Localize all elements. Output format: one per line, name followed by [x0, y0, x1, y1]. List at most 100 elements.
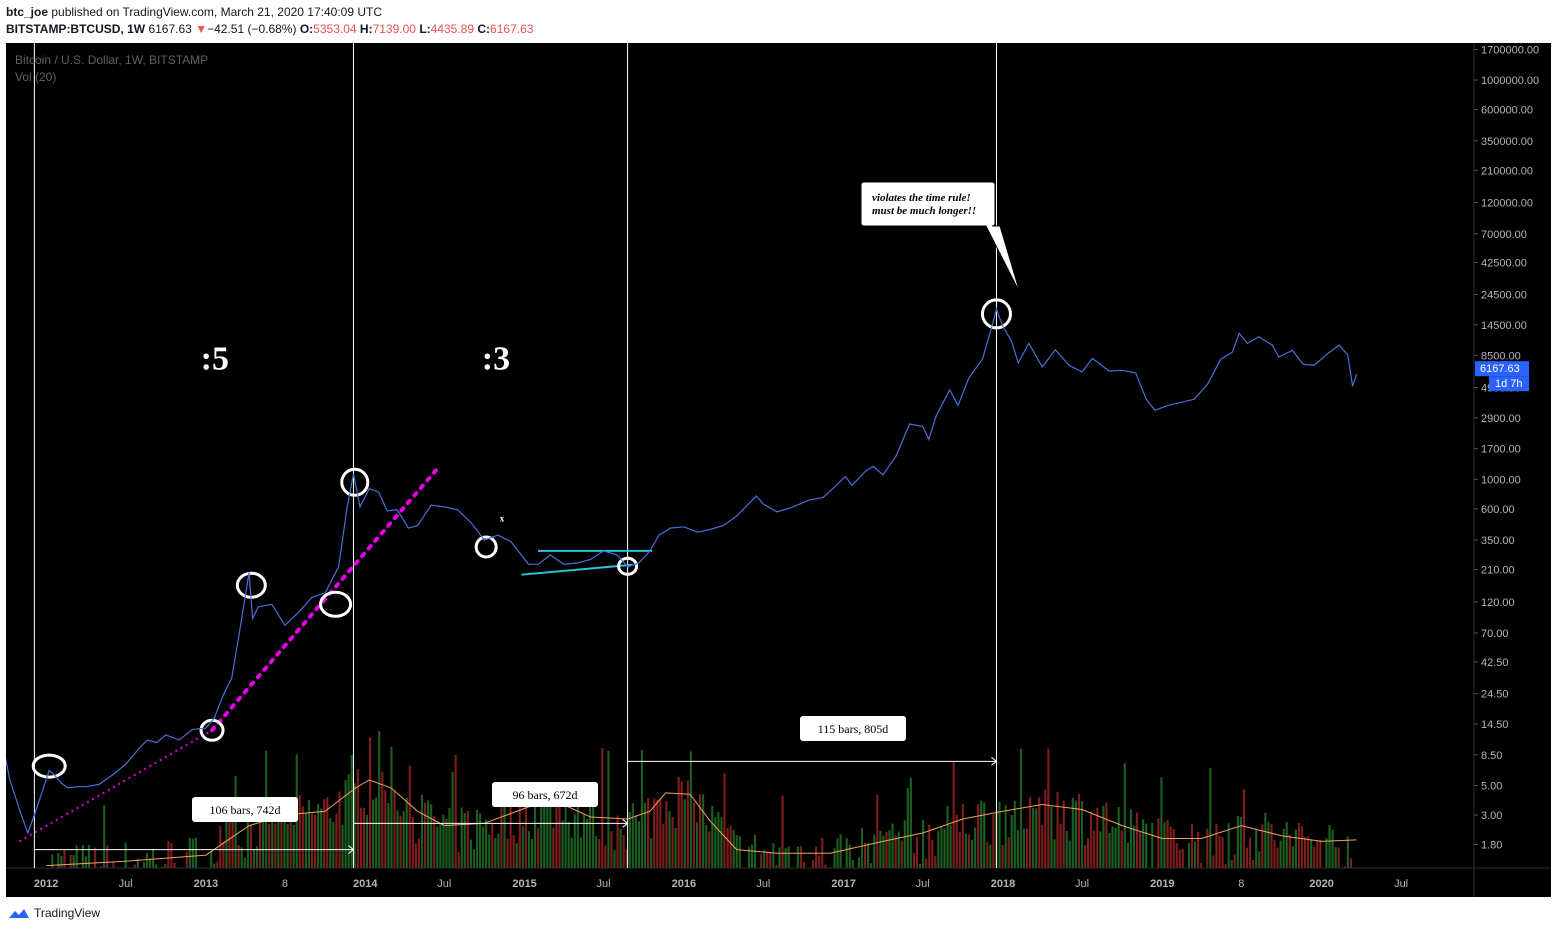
volume-bar [1083, 845, 1087, 868]
volume-bar [610, 831, 613, 868]
drawings-group: x [19, 43, 1012, 868]
volume-bar [1267, 821, 1270, 868]
volume-bar [503, 806, 506, 868]
volume-bar [167, 840, 170, 868]
volume-bar [1212, 855, 1215, 868]
volume-bar [1053, 839, 1056, 868]
volume-bar [1090, 812, 1093, 868]
measure-range-1-box [192, 797, 298, 822]
volume-bar [970, 839, 974, 868]
volume-bar [1120, 830, 1123, 868]
volume-bar [436, 826, 439, 868]
author-name[interactable]: btc_joe [6, 5, 49, 19]
volume-bar [1215, 823, 1218, 868]
volume-bar [417, 838, 421, 868]
y-tick-label: 120.00 [1481, 597, 1515, 609]
volume-bar [1071, 797, 1074, 868]
volume-bar [344, 779, 347, 868]
volume-bar [1163, 822, 1166, 868]
volume-bar [1142, 819, 1145, 868]
volume-bar [888, 830, 891, 868]
volume-bar [576, 802, 579, 868]
volume-bar [72, 855, 75, 868]
volume-bar [1022, 828, 1026, 868]
volume-bar [1151, 822, 1154, 868]
volume-bar [442, 814, 445, 868]
volume-bar [662, 823, 665, 868]
volume-bar [781, 795, 784, 868]
y-tick-label: 42.50 [1481, 657, 1509, 669]
volume-bar [1087, 838, 1090, 868]
volume-bar [784, 848, 787, 868]
volume-bar [87, 844, 91, 868]
volume-bar [1346, 836, 1349, 868]
volume-bar [405, 797, 408, 868]
volume-bar [359, 807, 362, 868]
y-tick-label: 24.50 [1481, 689, 1509, 701]
volume-bar [399, 815, 402, 868]
volume-bar [1187, 842, 1191, 868]
y-tick-label: 350000.00 [1481, 136, 1533, 148]
volume-bar [564, 798, 567, 868]
volume-bar [310, 813, 314, 868]
volume-bar [772, 843, 775, 868]
y-tick-label: 42500.00 [1481, 258, 1527, 270]
volume-bar [313, 815, 317, 868]
volume-bar [851, 859, 854, 868]
volume-bar [1279, 840, 1282, 868]
low-value: 4435.89 [430, 22, 475, 36]
volume-bar [1303, 837, 1307, 868]
volume-bar [84, 856, 87, 868]
volume-bar [598, 838, 601, 868]
volume-bar [918, 863, 922, 868]
volume-bar [384, 790, 387, 868]
publish-date: published on TradingView.com, March 21, … [51, 5, 383, 19]
volume-bar [1001, 845, 1004, 868]
volume-bar [671, 817, 674, 868]
y-tick-label: 1700.00 [1481, 444, 1521, 456]
volume-bar [350, 755, 353, 868]
close-value: 6167.63 [490, 22, 534, 36]
volume-bar [243, 857, 246, 868]
volume-bar [185, 851, 188, 868]
y-tick-label: 210000.00 [1481, 165, 1533, 177]
chart-panel[interactable]: 1700000.00 1000000.00 600000.00 350000.00 21… [6, 43, 1551, 897]
volume-bar [607, 750, 610, 868]
volume-label: Vol (20) [15, 70, 57, 84]
volume-bar [527, 831, 531, 868]
volume-bar [335, 813, 338, 868]
volume-bar [1206, 828, 1209, 868]
volume-bar [873, 834, 876, 868]
volume-bar [246, 816, 249, 868]
volume-bar [961, 803, 964, 868]
volume-bar [69, 854, 72, 868]
x-tick-label: Jul [597, 878, 611, 890]
x-tick-label: 2013 [194, 878, 218, 890]
volume-bar [347, 774, 350, 868]
volume-bar [81, 844, 84, 868]
annotations-group: :5:3 106 bars, 742d 96 bars, 672d 115 bars,… [34, 181, 1529, 854]
volume-bar [1233, 854, 1236, 868]
volume-bar [112, 861, 115, 868]
x-tick-label: 8 [1238, 878, 1244, 890]
y-tick-label: 600.00 [1481, 504, 1515, 516]
volume-bar [604, 845, 607, 868]
volume-bar [408, 765, 411, 868]
volume-bar [148, 858, 152, 868]
volume-bar [601, 748, 604, 868]
volume-bar [906, 788, 909, 868]
volume-bar [222, 841, 225, 868]
volume-bar [216, 861, 219, 868]
high-label: H: [359, 22, 373, 36]
volume-bar [372, 799, 375, 868]
volume-bar [812, 860, 815, 868]
volume-bar [530, 838, 534, 868]
chart-canvas[interactable]: 1700000.00 1000000.00 600000.00 350000.00 21… [6, 43, 1551, 897]
y-tick-label: 1000000.00 [1481, 75, 1539, 87]
footer-brand[interactable]: TradingView [8, 906, 100, 920]
volume-bar [341, 824, 344, 868]
volume-bar [677, 777, 680, 868]
note-line-1: violates the time rule! [872, 192, 971, 204]
volume-bar [870, 863, 873, 868]
volume-bar [1230, 860, 1233, 868]
